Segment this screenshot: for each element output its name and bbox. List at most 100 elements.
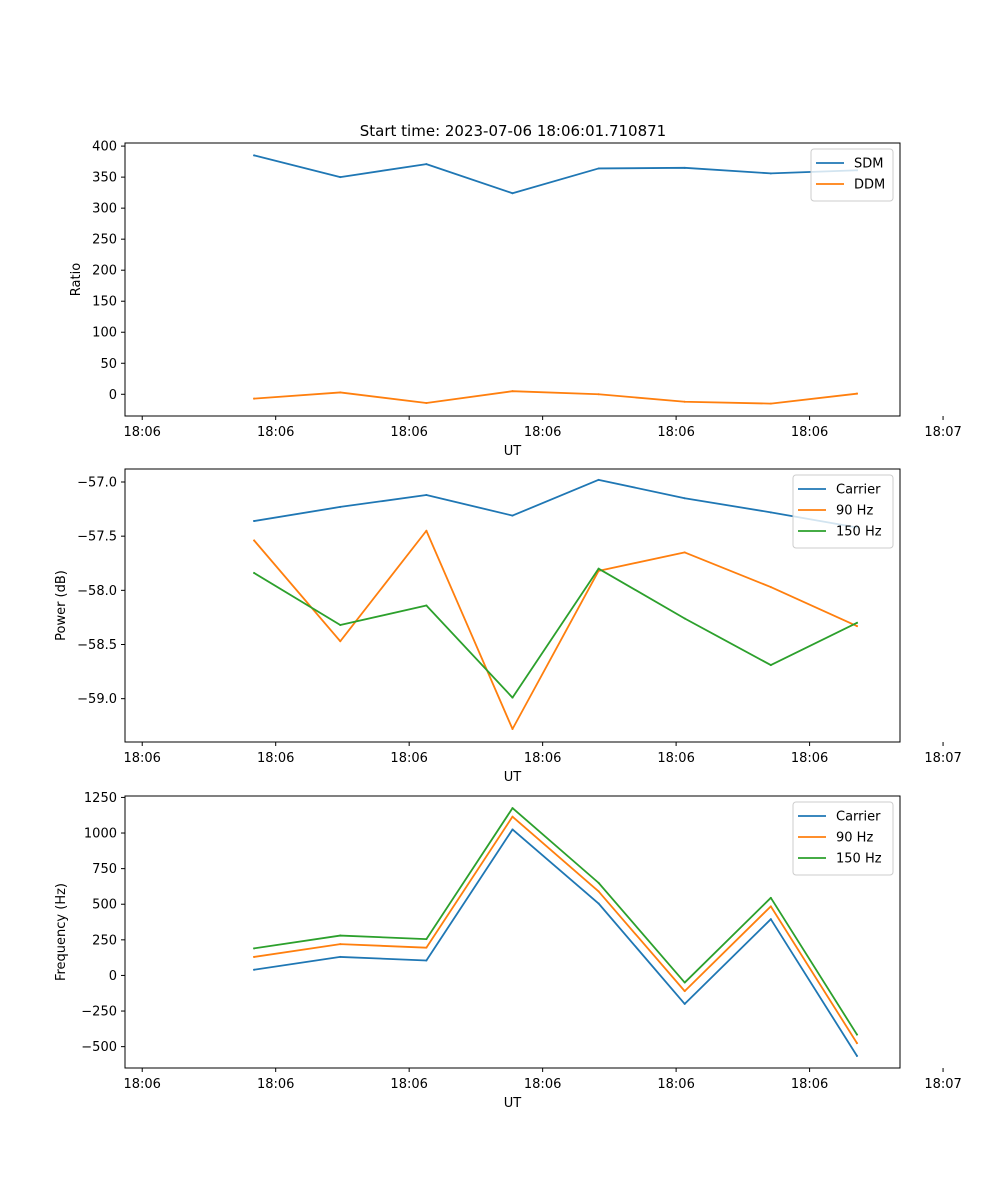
- y-tick-label: 100: [92, 326, 117, 341]
- legend-entry: DDM: [854, 178, 885, 193]
- y-tick-label: −58.5: [77, 638, 117, 653]
- y-tick-label: 0: [109, 388, 117, 403]
- plots: 18:06 18:06 18:06 18:06 18:06 18:06 18:07 0 50 10…: [54, 140, 962, 1111]
- data-point-150-hz: [769, 896, 772, 899]
- y-tick-label: 400: [92, 140, 117, 155]
- data-point-90-hz: [425, 946, 428, 949]
- data-point-carrier: [253, 968, 256, 971]
- data-point-150-hz: [769, 664, 772, 667]
- x-tick-label: 18:06: [524, 751, 561, 766]
- data-point-90-hz: [511, 815, 514, 818]
- data-point-150-hz: [253, 572, 256, 574]
- data-point-ddm: [683, 400, 686, 403]
- y-tick-label: 250: [92, 233, 117, 248]
- y-tick-label: 750: [92, 862, 117, 877]
- legend-entry: 90 Hz: [836, 504, 873, 519]
- subplot-3: 18:06 18:06 18:06 18:06 18:06 18:06 18:07 −500 −…: [54, 791, 962, 1111]
- x-tick-label: 18:06: [390, 425, 427, 440]
- series-line-carrier: [253, 828, 859, 1058]
- y-tick-label: −500: [81, 1040, 117, 1055]
- data-point-150-hz: [683, 981, 686, 984]
- x-tick-label: 18:06: [123, 1077, 160, 1092]
- data-point-ddm: [253, 397, 256, 400]
- series-line-ddm: [253, 390, 858, 405]
- data-point-carrier: [683, 497, 686, 500]
- data-point-150-hz: [425, 938, 428, 941]
- legend-box: [792, 474, 894, 549]
- data-point-carrier: [511, 828, 514, 831]
- y-tick-label: 250: [92, 933, 117, 948]
- data-point-sdm: [425, 163, 428, 166]
- legend-entry: 150 Hz: [836, 525, 882, 540]
- legend-entry: 90 Hz: [836, 831, 873, 846]
- data-point-150-hz: [425, 604, 428, 607]
- legend-box: [792, 801, 894, 876]
- x-tick-label: 18:06: [657, 425, 694, 440]
- data-point-ddm: [855, 392, 858, 395]
- x-axis-label: UT: [504, 1096, 522, 1111]
- data-point-carrier: [769, 511, 772, 514]
- series-line-90-hz: [252, 529, 859, 730]
- data-point-150-hz: [339, 934, 342, 937]
- x-tick-label: 18:06: [257, 1077, 294, 1092]
- data-point-carrier: [253, 520, 256, 522]
- data-point-ddm: [511, 390, 514, 393]
- y-tick-label: −57.5: [77, 530, 117, 545]
- legend: Carrier 90 Hz 150 Hz: [792, 801, 894, 876]
- y-tick-label: 200: [92, 264, 117, 279]
- subplot-2: 18:06 18:06 18:06 18:06 18:06 18:06 18:07 −59.0…: [54, 468, 962, 785]
- y-tick-label: 50: [100, 357, 117, 372]
- x-tick-label: 18:07: [924, 425, 961, 440]
- data-point-150-hz: [511, 696, 514, 699]
- y-tick-label: −57.0: [77, 476, 117, 491]
- data-point-150-hz: [597, 567, 600, 570]
- data-point-150-hz: [597, 881, 600, 884]
- legend-entry: Carrier: [836, 483, 881, 498]
- data-point-sdm: [769, 172, 772, 175]
- data-point-sdm: [597, 167, 600, 170]
- data-point-ddm: [769, 402, 772, 405]
- data-point-90-hz: [683, 990, 686, 993]
- data-point-sdm: [339, 176, 342, 179]
- y-tick-label: 500: [92, 898, 117, 913]
- data-point-90-hz: [339, 943, 342, 946]
- data-point-ddm: [339, 391, 342, 394]
- data-point-carrier: [339, 505, 342, 508]
- data-point-sdm: [511, 192, 514, 195]
- data-point-90-hz: [769, 905, 772, 908]
- x-tick-label: 18:06: [524, 425, 561, 440]
- x-tick-label: 18:06: [257, 425, 294, 440]
- x-tick-label: 18:06: [791, 425, 828, 440]
- x-tick-label: 18:06: [657, 1077, 694, 1092]
- data-point-90-hz: [769, 586, 772, 589]
- y-tick-label: 1250: [84, 791, 117, 806]
- chart-title: Start time: 2023-07-06 18:06:01.710871: [360, 122, 666, 140]
- y-tick-label: 350: [92, 171, 117, 186]
- data-point-150-hz: [683, 617, 686, 620]
- axes-frame: [124, 795, 901, 1069]
- data-point-ddm: [425, 401, 428, 404]
- x-tick-label: 18:07: [924, 1077, 961, 1092]
- subplot-1: 18:06 18:06 18:06 18:06 18:06 18:06 18:07 0 50 10…: [69, 140, 962, 459]
- x-tick-label: 18:06: [257, 751, 294, 766]
- data-point-90-hz: [855, 1042, 858, 1045]
- legend: Carrier 90 Hz 150 Hz: [792, 474, 894, 549]
- data-point-150-hz: [855, 1033, 858, 1036]
- data-point-90-hz: [253, 955, 256, 958]
- axes-frame: [124, 468, 901, 743]
- data-point-90-hz: [425, 529, 428, 532]
- x-tick-label: 18:06: [390, 751, 427, 766]
- x-tick-label: 18:06: [524, 1077, 561, 1092]
- data-point-150-hz: [855, 621, 858, 624]
- data-point-carrier: [769, 918, 772, 921]
- y-tick-label: 0: [109, 969, 117, 984]
- y-tick-label: −250: [81, 1005, 117, 1020]
- data-point-ddm: [597, 393, 600, 396]
- x-tick-label: 18:06: [791, 1077, 828, 1092]
- data-point-carrier: [597, 478, 600, 481]
- data-point-carrier: [339, 955, 342, 958]
- legend: SDM DDM: [810, 148, 894, 202]
- x-tick-label: 18:06: [657, 751, 694, 766]
- data-point-90-hz: [253, 539, 256, 542]
